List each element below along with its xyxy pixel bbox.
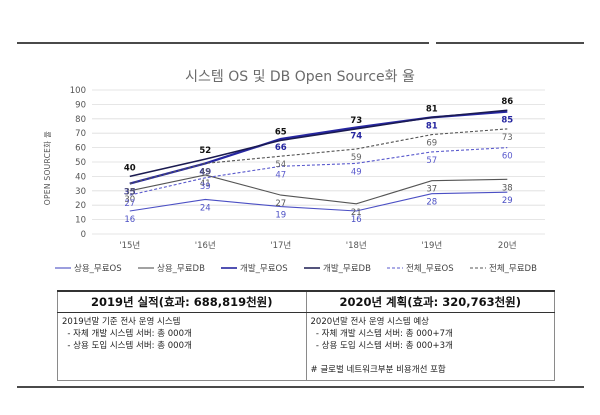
legend: 상용_무료OS 상용_무료DB 개발_무료OS 개발_무료DB 전체_무료OS 전체_무료… bbox=[55, 263, 537, 274]
x-tick-label: '15년 bbox=[119, 240, 140, 251]
data-label: 60 bbox=[502, 152, 513, 162]
data-label: 19 bbox=[275, 211, 286, 221]
data-label: 86 bbox=[501, 97, 513, 107]
data-label: 29 bbox=[502, 196, 513, 206]
data-label: 37 bbox=[426, 185, 437, 195]
data-label: 24 bbox=[200, 203, 211, 213]
left-line: - 자체 개발 시스템 서버: 총 000개 bbox=[62, 329, 192, 339]
legend-label: 전체_무료OS bbox=[406, 263, 454, 274]
data-label: 57 bbox=[426, 156, 437, 166]
data-label: 65 bbox=[275, 127, 287, 137]
chart-title: 시스템 OS 및 DB Open Source화 율 bbox=[185, 69, 415, 85]
data-label: 39 bbox=[200, 182, 211, 192]
left-line: - 상용 도입 시스템 서버: 총 000개 bbox=[62, 341, 192, 351]
data-label: 35 bbox=[124, 188, 136, 198]
data-label: 35 bbox=[124, 188, 135, 198]
open-source-line-chart: 시스템 OS 및 DB Open Source화 율 OPEN SOURCE화 … bbox=[43, 69, 545, 274]
right-note: # 글로벌 네트워크부분 비용개선 포함 bbox=[310, 365, 446, 375]
data-label: 49 bbox=[351, 167, 362, 177]
data-label: 73 bbox=[502, 133, 513, 143]
data-label: 27 bbox=[275, 199, 286, 209]
data-label: 41 bbox=[200, 179, 211, 189]
data-label: 38 bbox=[502, 183, 513, 193]
x-tick-label: '19년 bbox=[421, 240, 442, 251]
data-label: 49 bbox=[200, 167, 211, 177]
y-tick-label: 10 bbox=[75, 216, 86, 226]
legend-label: 전체_무료DB bbox=[489, 263, 537, 274]
data-label: 73 bbox=[350, 116, 362, 126]
top-rule-left bbox=[17, 42, 429, 44]
x-tick-label: '16년 bbox=[195, 240, 216, 251]
data-label: 52 bbox=[199, 146, 211, 156]
right-table-cell: 2020년말 전사 운영 시스템 예상 - 자체 개발 시스템 서버: 총 00… bbox=[305, 312, 555, 381]
y-tick-label: 80 bbox=[75, 115, 86, 125]
y-axis-label: OPEN SOURCE화 율 bbox=[43, 131, 52, 206]
legend-label: 개발_무료OS bbox=[240, 263, 288, 274]
data-label: 21 bbox=[351, 208, 362, 218]
y-tick-label: 70 bbox=[75, 129, 86, 139]
right-line: - 자체 개발 시스템 서버: 총 000+7개 bbox=[310, 329, 453, 339]
y-tick-label: 30 bbox=[75, 187, 86, 197]
left-table-header: 2019년 실적(효과: 688,819천원) bbox=[57, 290, 307, 313]
x-tick-label: 20년 bbox=[498, 240, 517, 251]
series-line bbox=[129, 174, 508, 205]
y-tick-label: 50 bbox=[75, 158, 86, 168]
y-axis-ticks: 0 10 20 30 40 50 60 70 80 90 100 bbox=[70, 86, 86, 240]
legend-label: 상용_무료OS bbox=[74, 263, 122, 274]
series-line bbox=[129, 109, 508, 178]
data-label: 16 bbox=[124, 215, 135, 225]
right-table-header: 2020년 계획(효과: 320,763천원) bbox=[305, 290, 555, 313]
performance-plan-table: 2019년 실적(효과: 688,819천원) 2020년 계획(효과: 320… bbox=[57, 290, 555, 381]
y-tick-label: 40 bbox=[75, 172, 86, 182]
series-line bbox=[129, 147, 508, 196]
data-labels: 16 24 19 16 28 29 30 41 27 21 37 38 35 49 66 74 81 85 40 52… bbox=[124, 97, 513, 225]
data-label: 27 bbox=[124, 199, 135, 209]
x-tick-label: '17년 bbox=[270, 240, 291, 251]
series-line bbox=[129, 128, 508, 185]
data-label: 40 bbox=[124, 163, 136, 173]
bottom-rule bbox=[17, 386, 584, 388]
data-label: 47 bbox=[275, 170, 286, 180]
data-label: 81 bbox=[426, 121, 438, 131]
y-tick-label: 60 bbox=[75, 144, 86, 154]
right-line: - 상용 도입 시스템 서버: 총 000+3개 bbox=[310, 341, 453, 351]
data-label: 69 bbox=[426, 139, 437, 149]
series-lines bbox=[129, 109, 508, 212]
data-label: 59 bbox=[351, 153, 362, 163]
data-label: 49 bbox=[199, 167, 211, 177]
data-label: 28 bbox=[426, 198, 437, 208]
left-table-cell: 2019년말 기준 전사 운영 시스템 - 자체 개발 시스템 서버: 총 00… bbox=[57, 312, 307, 381]
x-axis-ticks: '15년 '16년 '17년 '18년 '19년 20년 bbox=[119, 240, 516, 251]
data-label: 54 bbox=[275, 160, 286, 170]
data-label: 16 bbox=[351, 215, 362, 225]
y-tick-label: 100 bbox=[70, 86, 86, 96]
series-line bbox=[129, 191, 508, 212]
y-tick-label: 90 bbox=[75, 100, 86, 110]
data-label: 30 bbox=[124, 195, 135, 205]
x-tick-label: '18년 bbox=[346, 240, 367, 251]
data-label: 74 bbox=[350, 131, 362, 141]
legend-label: 상용_무료DB bbox=[157, 263, 205, 274]
data-label: 81 bbox=[426, 104, 438, 114]
top-rule-right bbox=[436, 42, 584, 44]
right-line: 2020년말 전사 운영 시스템 예상 bbox=[310, 317, 429, 327]
y-tick-label: 0 bbox=[81, 230, 86, 240]
gridlines bbox=[92, 89, 545, 235]
y-tick-label: 20 bbox=[75, 201, 86, 211]
data-label: 85 bbox=[501, 116, 513, 126]
legend-label: 개발_무료DB bbox=[323, 263, 371, 274]
left-line: 2019년말 기준 전사 운영 시스템 bbox=[62, 317, 181, 327]
data-label: 66 bbox=[275, 143, 287, 153]
